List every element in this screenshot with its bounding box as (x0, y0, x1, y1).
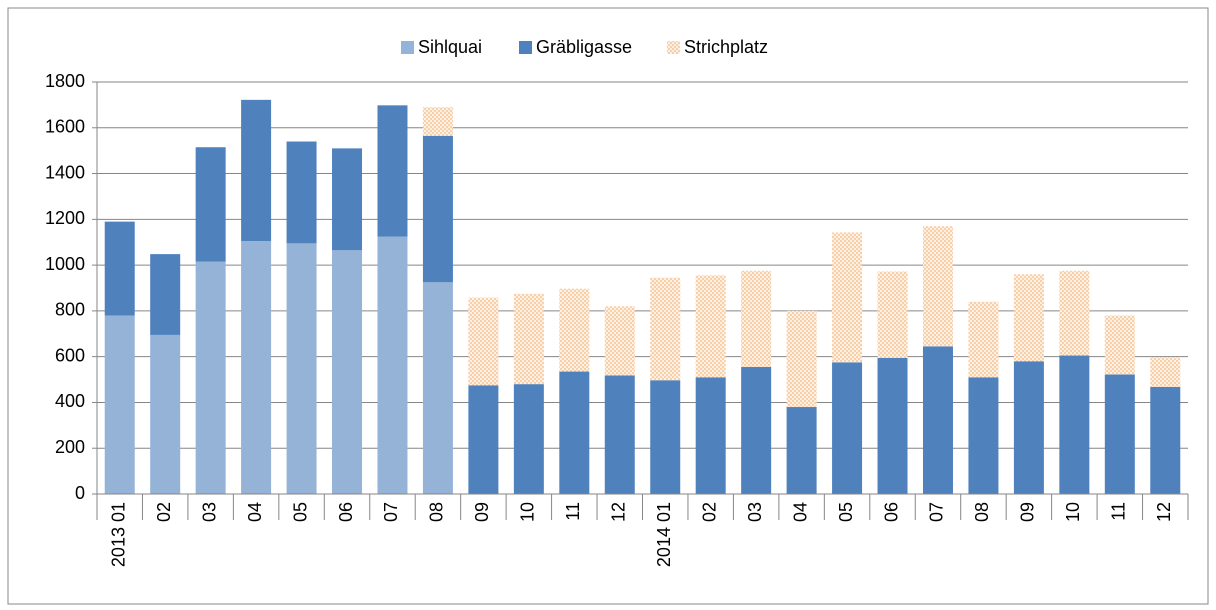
y-tick-label: 0 (75, 483, 85, 503)
x-tick-label: 07 (927, 502, 947, 522)
y-tick-label: 1800 (45, 71, 85, 91)
legend-label: Gräbligasse (536, 37, 632, 57)
x-tick-label: 03 (199, 502, 219, 522)
y-tick-label: 1200 (45, 208, 85, 228)
bar-segment (195, 147, 226, 262)
bar-segment (286, 141, 317, 244)
bar-segment (104, 221, 135, 316)
bar-segment (422, 107, 453, 136)
bar-segment (650, 380, 681, 494)
y-tick-label: 1400 (45, 162, 85, 182)
bar-segment (922, 226, 953, 347)
x-tick-label: 11 (1109, 502, 1129, 521)
x-tick-label: 05 (290, 502, 310, 522)
bar-segment (695, 275, 726, 378)
bar-segment (513, 384, 544, 494)
x-tick-label: 11 (563, 502, 583, 521)
bar-segment (195, 261, 226, 494)
legend-swatch (667, 41, 680, 54)
bar-segment (604, 375, 635, 494)
legend-label: Strichplatz (684, 37, 768, 57)
bar-segment (832, 362, 863, 494)
y-tick-label: 400 (55, 391, 85, 411)
bar-segment (741, 270, 772, 367)
x-tick-label: 2013 01 (108, 502, 128, 567)
bar-segment (877, 271, 908, 358)
y-tick-label: 1600 (45, 117, 85, 137)
bar-segment (104, 315, 135, 494)
x-tick-label: 12 (1154, 502, 1174, 522)
x-tick-label: 10 (518, 502, 538, 522)
x-tick-label: 08 (427, 502, 447, 522)
bar-segment (922, 346, 953, 494)
bar-segment (1150, 386, 1181, 494)
bar-segment (150, 334, 181, 494)
x-tick-label: 04 (245, 502, 265, 522)
x-tick-label: 07 (381, 502, 401, 522)
bar-segment (377, 105, 408, 237)
legend-label: Sihlquai (418, 37, 482, 57)
y-tick-label: 1000 (45, 254, 85, 274)
bar-segment (741, 366, 772, 494)
bar-segment (1013, 361, 1044, 494)
bar-segment (422, 282, 453, 494)
bar-segment (377, 236, 408, 494)
bar-segment (877, 357, 908, 494)
bar-segment (559, 371, 590, 494)
bar-segment (604, 306, 635, 376)
x-tick-label: 09 (472, 502, 492, 522)
bar-segment (832, 232, 863, 363)
bar-segment (241, 241, 272, 494)
bar-segment (1059, 270, 1090, 356)
bar-segment (1104, 315, 1135, 375)
bar-segment (513, 293, 544, 385)
bar-segment (1104, 374, 1135, 494)
bar-segment (968, 301, 999, 378)
x-tick-label: 12 (609, 502, 629, 522)
bar-segment (968, 377, 999, 494)
bar-segment (695, 377, 726, 494)
y-tick-label: 800 (55, 300, 85, 320)
bar-segment (332, 250, 363, 494)
x-tick-label: 06 (336, 502, 356, 522)
x-tick-label: 10 (1063, 502, 1083, 522)
bar-segment (1150, 357, 1181, 387)
x-tick-label: 05 (836, 502, 856, 522)
x-tick-label: 2014 01 (654, 502, 674, 567)
x-tick-label: 03 (745, 502, 765, 522)
bar-segment (332, 148, 363, 251)
bar-segment (559, 288, 590, 372)
x-tick-label: 09 (1018, 502, 1038, 522)
bar-segment (468, 297, 499, 386)
bar-segment (468, 385, 499, 494)
x-tick-label: 04 (790, 502, 810, 522)
bar-segment (422, 135, 453, 283)
y-tick-label: 200 (55, 437, 85, 457)
bar-segment (1059, 355, 1090, 494)
y-tick-label: 600 (55, 345, 85, 365)
legend-swatch (519, 41, 532, 54)
bar-segment (786, 310, 817, 408)
bar-segment (650, 277, 681, 381)
x-tick-label: 06 (881, 502, 901, 522)
bar-segment (786, 407, 817, 494)
bar-segment (150, 254, 181, 335)
x-tick-label: 02 (699, 502, 719, 522)
x-tick-label: 02 (154, 502, 174, 522)
bar-segment (286, 243, 317, 494)
x-tick-label: 08 (972, 502, 992, 522)
bar-segment (1013, 274, 1044, 362)
bar-segment (241, 99, 272, 242)
legend-swatch (401, 41, 414, 54)
